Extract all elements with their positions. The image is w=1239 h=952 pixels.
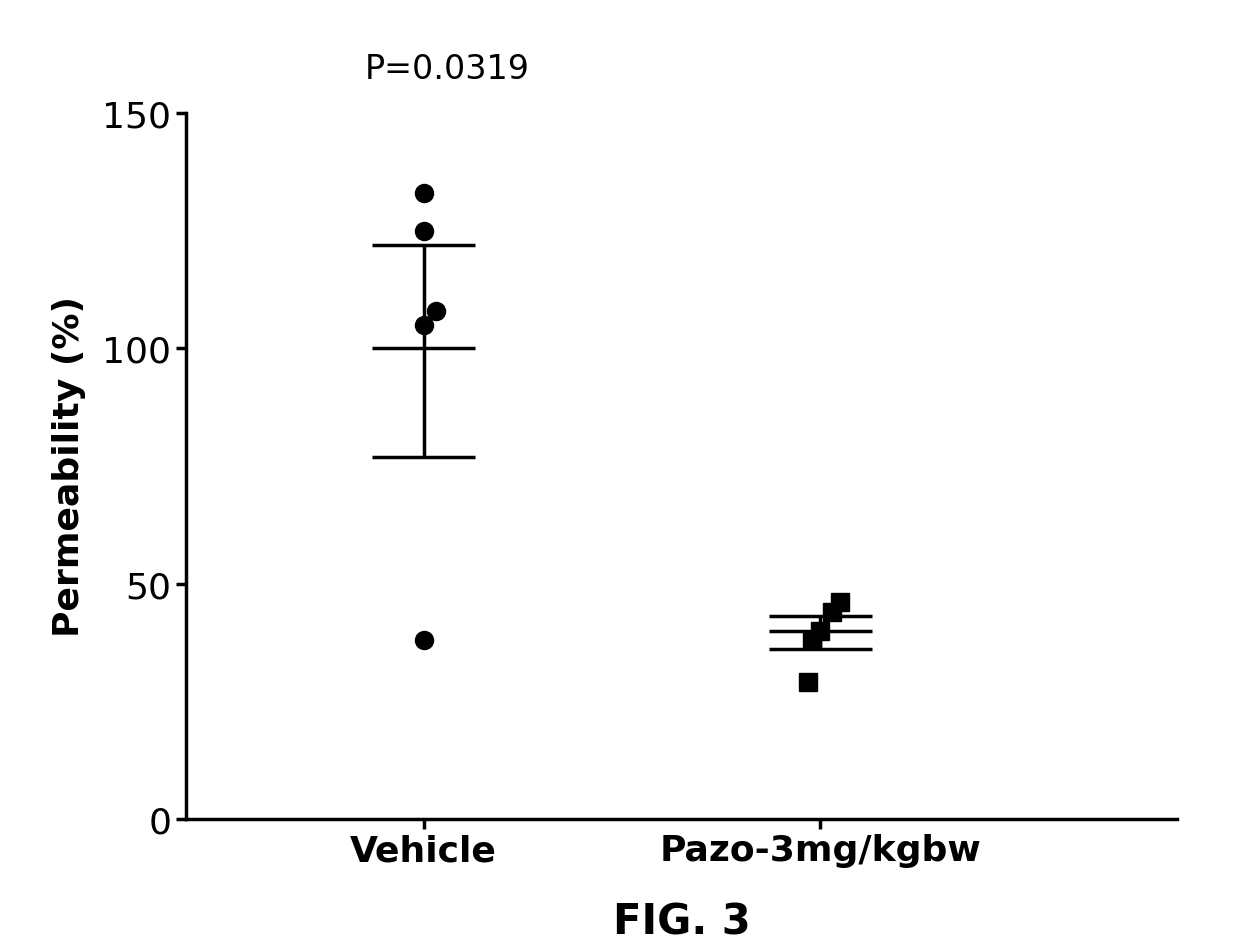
Text: FIG. 3: FIG. 3 [612, 901, 751, 942]
Y-axis label: Permeability (%): Permeability (%) [52, 296, 85, 637]
Text: P=0.0319: P=0.0319 [364, 53, 529, 86]
